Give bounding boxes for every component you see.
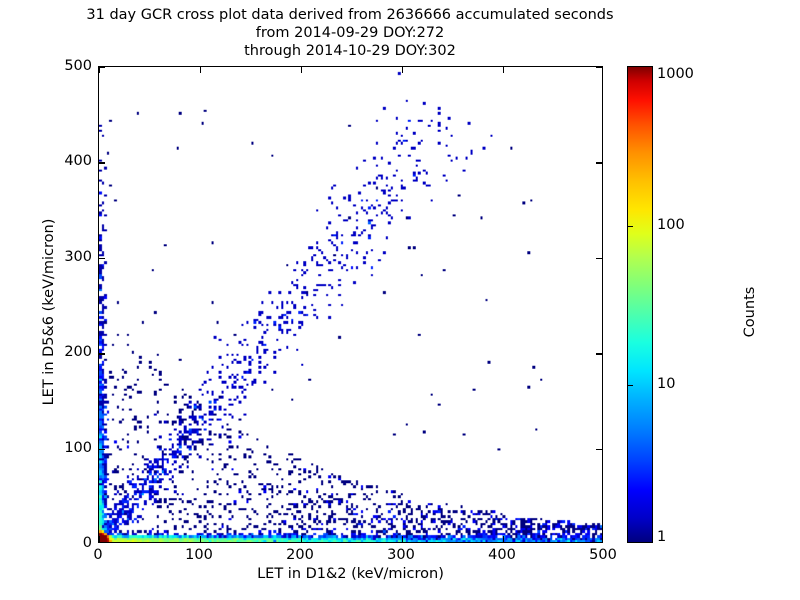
plot-area [98,66,603,543]
x-tick-mark-top [503,67,505,73]
x-tick-mark-top [301,67,303,73]
x-tick-mark [99,536,101,542]
y-tick-label: 300 [64,248,92,265]
y-tick-label: 100 [64,439,92,456]
title-line-2: from 2014-09-29 DOY:272 [255,25,445,41]
y-tick-label: 500 [64,58,92,74]
title-line-3: through 2014-10-29 DOY:302 [244,43,456,59]
page-title: 31 day GCR cross plot data derived from … [0,6,700,60]
y-tick-mark [99,353,105,355]
y-tick-mark [99,257,105,260]
y-tick-mark-right [596,257,602,260]
y-tick-mark-right [596,353,602,355]
y-tick-label: 200 [64,344,92,361]
x-tick-label: 500 [589,547,617,563]
y-axis-label: LET in D5&6 (keV/micron) [41,218,57,406]
colorbar-tick-mark [628,226,633,228]
y-tick-mark-right [596,448,602,450]
title-line-1: 31 day GCR cross plot data derived from … [86,7,614,23]
y-tick-mark [99,448,105,450]
x-tick-label: 300 [387,547,415,563]
colorbar [627,66,653,543]
y-tick-mark-right [596,67,602,69]
x-axis-label: LET in D1&2 (keV/micron) [257,566,444,582]
x-tick-mark-top [99,67,101,73]
x-tick-label: 0 [93,547,103,563]
x-tick-mark [200,536,202,542]
colorbar-tick-label: 10 [657,376,676,392]
colorbar-title: Counts [742,286,758,338]
x-tick-label: 200 [286,547,314,563]
y-tick-mark [99,67,105,69]
y-tick-label: 400 [64,153,92,170]
x-tick-label: 400 [488,547,516,563]
x-tick-mark-top [200,67,202,73]
x-tick-mark [402,536,404,542]
x-tick-mark [301,536,303,542]
y-tick-mark [99,162,105,164]
colorbar-tick-mark [628,385,633,387]
x-tick-mark [503,536,505,542]
colorbar-tick-label: 100 [657,217,685,233]
colorbar-tick-label: 1000 [657,66,694,82]
y-tick-label: 0 [82,535,92,551]
colorbar-tick-label: 1 [657,529,667,545]
y-tick-mark-right [596,162,602,164]
x-tick-label: 100 [185,547,213,563]
x-tick-mark-top [402,67,404,73]
scatter-density-canvas [99,67,602,542]
